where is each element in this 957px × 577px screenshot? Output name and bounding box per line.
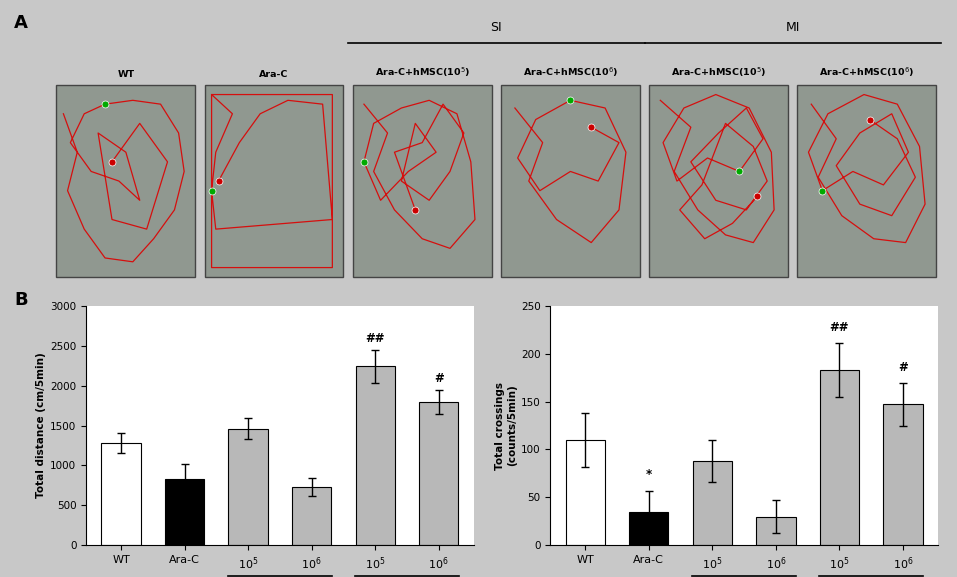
Text: Ara-C+hMSC(10$^6$): Ara-C+hMSC(10$^6$) [523, 66, 618, 79]
Text: A: A [14, 14, 28, 32]
Bar [883, 404, 923, 545]
Bar [165, 479, 204, 545]
Bar [356, 366, 395, 545]
Bar [693, 461, 732, 545]
Text: B: B [14, 291, 28, 309]
Bar [292, 487, 331, 545]
Bar [566, 440, 605, 545]
Text: ##: ## [366, 332, 385, 345]
Bar [629, 512, 668, 545]
Text: #: # [434, 372, 444, 385]
Text: ##: ## [830, 321, 849, 334]
Text: Ara-C+hMSC(10$^5$): Ara-C+hMSC(10$^5$) [375, 66, 470, 79]
Text: *: * [646, 468, 652, 481]
Text: Ara-C+hMSC(10$^6$): Ara-C+hMSC(10$^6$) [819, 66, 914, 79]
Text: SI: SI [491, 21, 502, 34]
Text: #: # [898, 361, 908, 374]
Bar [101, 443, 141, 545]
Text: Ara-C+hMSC(10$^5$): Ara-C+hMSC(10$^5$) [671, 66, 767, 79]
Text: Ara-C: Ara-C [259, 70, 289, 79]
Y-axis label: Total crossings
(counts/5min): Total crossings (counts/5min) [495, 381, 517, 470]
Bar [419, 402, 458, 545]
Bar [756, 516, 795, 545]
Bar [820, 370, 859, 545]
Bar [229, 429, 268, 545]
Text: MI: MI [786, 21, 800, 34]
Y-axis label: Total distance (cm/5min): Total distance (cm/5min) [36, 353, 46, 499]
Text: WT: WT [118, 70, 134, 79]
